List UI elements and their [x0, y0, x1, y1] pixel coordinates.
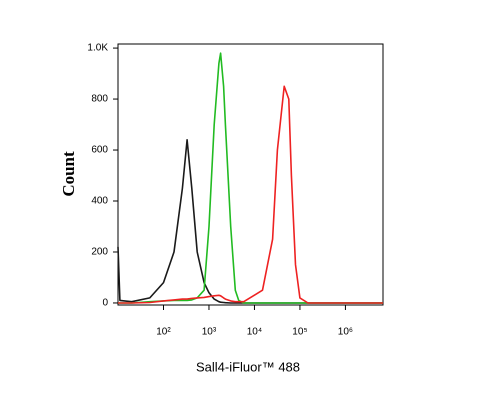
y-tick-label: 1.0K [87, 43, 108, 54]
histogram-line [117, 139, 383, 304]
x-axis-label: Sall4-iFluor™ 488 [196, 359, 300, 374]
plot-frame [117, 43, 384, 306]
y-tick-label: 0 [102, 298, 108, 309]
x-tick-label: 10⁴ [247, 327, 262, 338]
x-tick-label: 10² [156, 327, 171, 338]
histogram-line [118, 52, 383, 304]
x-tick-label: 10⁶ [338, 327, 353, 338]
y-tick-label: 800 [91, 94, 108, 105]
y-axis-label: Count [59, 151, 78, 197]
histogram-line [118, 85, 383, 304]
y-tick-label: 400 [91, 196, 108, 207]
x-tick-label: 10³ [202, 327, 217, 338]
x-tick-label: 10⁵ [292, 327, 307, 338]
y-tick-label: 200 [91, 247, 108, 258]
y-tick-label: 600 [91, 145, 108, 156]
